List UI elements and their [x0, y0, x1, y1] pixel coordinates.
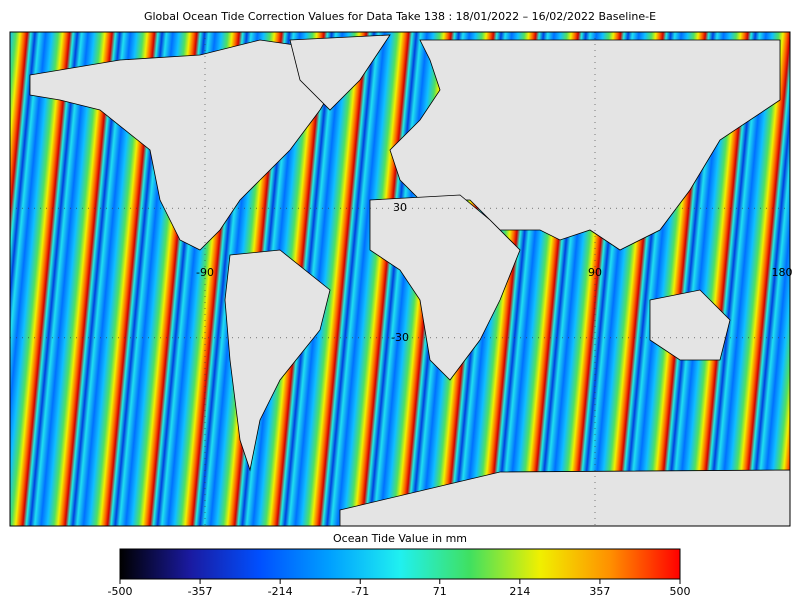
longitude-label: -90: [196, 266, 214, 279]
latitude-label: -30: [391, 331, 409, 344]
colorbar-tick-label: 214: [509, 585, 530, 598]
colorbar-tick-label: -500: [108, 585, 133, 598]
australia: [649, 289, 731, 361]
north-america: [29, 39, 351, 251]
eurasia: [389, 39, 781, 251]
latitude-label: 30: [393, 201, 407, 214]
longitude-label: 180: [772, 266, 793, 279]
africa: [369, 194, 521, 381]
map-frame: [9, 31, 791, 527]
colorbar-tick-label: -71: [351, 585, 369, 598]
colorbar-tick-label: 500: [670, 585, 691, 598]
longitude-label: 90: [588, 266, 602, 279]
south-america: [224, 249, 331, 472]
greenland: [289, 34, 391, 111]
colorbar-tick-label: 357: [589, 585, 610, 598]
colorbar-tick-label: 71: [433, 585, 447, 598]
colorbar-tick-label: -357: [188, 585, 213, 598]
colorbar: [119, 548, 681, 580]
colorbar-label: Ocean Tide Value in mm: [333, 532, 467, 545]
colorbar-tick-label: -214: [268, 585, 293, 598]
title: Global Ocean Tide Correction Values for …: [144, 10, 656, 23]
map: -90 90 180 30 -30: [9, 31, 793, 527]
